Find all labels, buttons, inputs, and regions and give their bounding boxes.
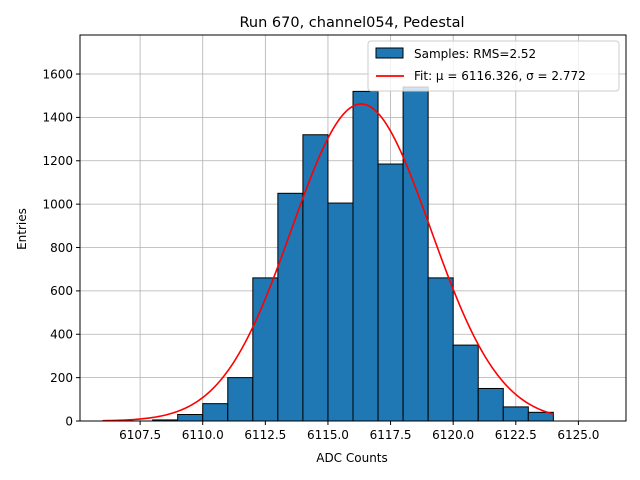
histogram-bar [177,413,204,422]
x-axis-ticks: 6107.5 6110.0 6112.5 6115.0 6117.5 6120.0 6122… [119,421,599,442]
histogram-bar [377,163,404,422]
y-tick-label: 1200 [42,154,73,168]
x-tick-label: 6107.5 [119,428,161,442]
legend-histogram-label: Samples: RMS=2.52 [414,47,536,61]
histogram-bar [502,406,529,422]
fit-curve-path [102,103,554,422]
histogram-bar [477,387,504,422]
histogram-bar [302,134,329,422]
histogram-bar [277,192,304,422]
legend-fit-label: Fit: μ = 6116.326, σ = 2.772 [414,69,586,83]
histogram-bar [202,403,229,422]
x-tick-label: 6117.5 [370,428,412,442]
x-tick-label: 6120.0 [432,428,474,442]
histogram-bar [427,277,454,422]
legend-box [367,40,620,92]
x-tick-label: 6125.0 [557,428,599,442]
y-axis-ticks: 0 200 400 600 800 1000 1200 1400 1600 [42,67,80,428]
y-tick-label: 1400 [42,111,73,125]
y-tick-label: 1600 [42,67,73,81]
gaussian-fit-curve [102,103,554,422]
plot-area-frame [79,34,627,422]
x-axis-label: ADC Counts [316,451,388,465]
x-tick-label: 6122.5 [495,428,537,442]
histogram-bar [327,202,354,422]
chart-title: Run 670, channel054, Pedestal [239,15,464,31]
y-tick-label: 600 [50,284,73,298]
x-tick-label: 6112.5 [244,428,286,442]
y-tick-label: 0 [65,414,73,428]
x-tick-label: 6115.0 [307,428,349,442]
histogram-bar [402,86,429,422]
histogram-bars [152,86,554,422]
y-tick-label: 200 [50,371,73,385]
histogram-bar [227,377,254,422]
legend: Samples: RMS=2.52 Fit: μ = 6116.326, σ =… [367,40,620,92]
legend-histogram-swatch [375,47,404,59]
x-tick-label: 6110.0 [182,428,224,442]
histogram-bar [352,90,379,422]
y-tick-label: 400 [50,328,73,342]
y-axis-label: Entries [15,208,29,250]
y-tick-label: 1000 [42,197,73,211]
histogram-bar [452,344,479,422]
y-tick-label: 800 [50,241,73,255]
